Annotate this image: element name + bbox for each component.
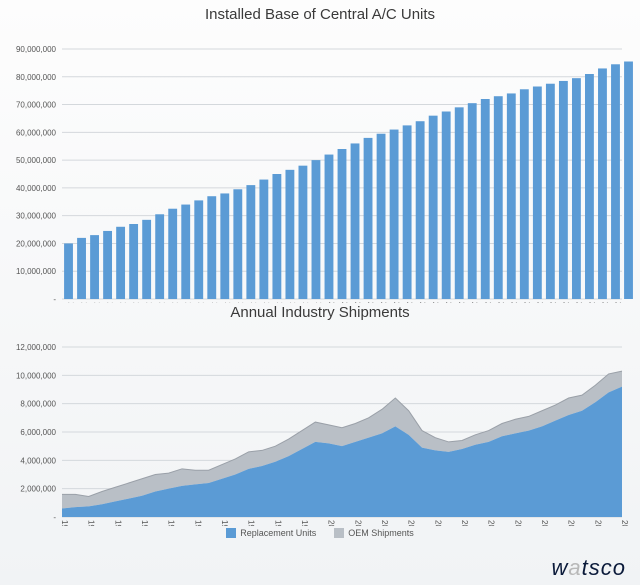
svg-text:6,000,000: 6,000,000 — [20, 428, 56, 437]
top-chart-title: Installed Base of Central A/C Units — [0, 0, 640, 23]
svg-text:1986: 1986 — [140, 520, 149, 526]
legend-label-oem: OEM Shipments — [348, 528, 414, 538]
svg-text:1984: 1984 — [113, 520, 122, 526]
svg-text:90,000,000: 90,000,000 — [16, 45, 57, 54]
legend-swatch-replacement — [226, 528, 236, 538]
svg-text:1998: 1998 — [300, 520, 309, 526]
svg-text:8,000,000: 8,000,000 — [20, 400, 56, 409]
svg-text:2010: 2010 — [460, 520, 469, 526]
svg-text:10,000,000: 10,000,000 — [16, 267, 57, 276]
top-chart-svg: -10,000,00020,000,00030,000,00040,000,00… — [0, 23, 640, 303]
svg-text:60,000,000: 60,000,000 — [16, 128, 57, 137]
svg-text:2016: 2016 — [540, 520, 549, 526]
svg-text:70,000,000: 70,000,000 — [16, 101, 57, 110]
svg-text:20,000,000: 20,000,000 — [16, 239, 57, 248]
logo-post: tsco — [582, 555, 626, 580]
svg-text:-: - — [53, 513, 56, 522]
legend-item-replacement: Replacement Units — [226, 528, 316, 538]
legend-swatch-oem — [334, 528, 344, 538]
svg-text:50,000,000: 50,000,000 — [16, 156, 57, 165]
svg-text:2002: 2002 — [353, 520, 362, 526]
svg-text:12,000,000: 12,000,000 — [16, 343, 57, 352]
svg-text:2012: 2012 — [487, 520, 496, 526]
svg-text:30,000,000: 30,000,000 — [16, 212, 57, 221]
svg-text:2000: 2000 — [327, 520, 336, 526]
legend-label-replacement: Replacement Units — [240, 528, 316, 538]
svg-text:1996: 1996 — [273, 520, 282, 526]
svg-text:4,000,000: 4,000,000 — [20, 456, 56, 465]
logo-pre: w — [552, 555, 569, 580]
installed-base-chart: Installed Base of Central A/C Units -10,… — [0, 0, 640, 302]
svg-text:1992: 1992 — [220, 520, 229, 526]
svg-text:1990: 1990 — [193, 520, 202, 526]
svg-text:1980: 1980 — [60, 520, 69, 526]
svg-text:2020: 2020 — [593, 520, 602, 526]
bottom-chart-svg: - 2,000,000 4,000,000 6,000,000 8,000,000 10,… — [0, 321, 640, 526]
svg-text:2018: 2018 — [567, 520, 576, 526]
watsco-logo: watsco — [552, 555, 627, 581]
svg-text:2022: 2022 — [620, 520, 629, 526]
logo-a: a — [568, 555, 581, 580]
svg-text:1988: 1988 — [167, 520, 176, 526]
svg-text:1994: 1994 — [247, 520, 256, 526]
svg-text:2,000,000: 2,000,000 — [20, 485, 56, 494]
svg-text:2006: 2006 — [407, 520, 416, 526]
shipments-chart: Annual Industry Shipments - 2,000,000 4,00… — [0, 302, 640, 552]
svg-text:2008: 2008 — [433, 520, 442, 526]
svg-text:40,000,000: 40,000,000 — [16, 184, 57, 193]
legend-item-oem: OEM Shipments — [334, 528, 414, 538]
svg-text:2014: 2014 — [513, 520, 522, 526]
svg-text:80,000,000: 80,000,000 — [16, 73, 57, 82]
legend: Replacement Units OEM Shipments — [0, 528, 640, 538]
svg-text:1982: 1982 — [87, 520, 96, 526]
bottom-chart-title: Annual Industry Shipments — [0, 302, 640, 321]
svg-text:10,000,000: 10,000,000 — [16, 371, 57, 380]
svg-text:2004: 2004 — [380, 520, 389, 526]
